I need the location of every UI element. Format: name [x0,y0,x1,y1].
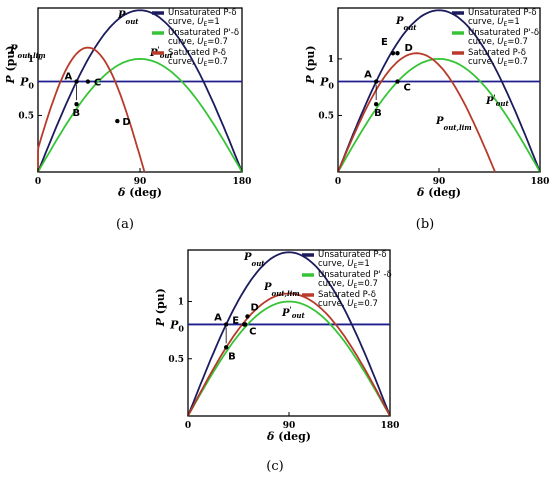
y-tick-label: 1 [178,298,184,308]
chart-panel-1: 0 90 180 0.5 1 P0P (pu) δ (deg) A B C D E Pout P'out P… [304,7,550,232]
legend-line2: curve, UE=1 [468,17,520,28]
panel-caption: (a) [116,217,134,232]
x-tick-label: 90 [283,421,296,431]
y-axis-label: P (pu) [154,288,167,327]
point-label-A: A [65,72,73,83]
x-tick-label: 0 [335,177,341,187]
point-D [245,314,250,319]
curve-unsat07 [187,300,391,417]
curve-label: Pout [243,252,265,268]
p0-label: P0 [169,318,184,333]
legend-line2: curve, UE=0.7 [168,37,228,48]
point-D [115,118,120,124]
curve-label: Pout [117,10,139,26]
curve-label: Pout,lim [263,282,300,298]
legend-line1: Saturated P-δ [468,48,526,58]
point-E [390,51,396,56]
legend-line2: curve, UE=0.7 [468,37,528,48]
curve-unsat07 [37,57,243,173]
x-axis-label: δ (deg) [266,430,311,443]
legend-line2: curve, UE=0.7 [318,279,378,290]
p0-label: P0 [319,76,334,91]
point-label-E: E [381,37,388,48]
point-B [373,101,379,107]
legend-line2: curve, UE=0.7 [168,57,228,68]
legend-line2: curve, UE=0.7 [468,57,528,68]
point-label-A: A [214,312,222,323]
legend-line1: Saturated P-δ [168,48,226,58]
curve-unsat1 [37,9,243,173]
legend-line1: Unsaturated P'-δ [168,28,239,38]
x-axis-label: δ (deg) [416,186,461,199]
curve-sat07 [337,52,496,173]
x-tick-label: 0 [35,177,41,187]
point-label-A: A [364,70,372,81]
point-D [395,51,400,56]
y-tick-label: 0.5 [318,111,334,121]
x-tick-label: 180 [381,421,400,431]
y-tick-label: 0.5 [18,111,34,121]
point-A [373,79,379,84]
point-label-C: C [94,78,101,89]
legend-line1: Unsaturated P'-δ [468,28,539,38]
legend-line2: curve, UE=1 [318,259,370,270]
legend-line2: curve, UE=0.7 [318,299,378,310]
legend-line1: Unsaturated P-δ [168,8,237,18]
curve-sat07 [37,46,146,173]
panel-caption: (b) [416,217,434,232]
point-C [85,79,91,84]
y-axis-label: P (pu) [4,45,17,84]
point-label-B: B [228,351,236,362]
curve-label: Pout,lim [435,116,472,132]
curve-unsat07 [337,57,541,173]
point-B [223,345,229,350]
curve-label: Pout,lim [9,44,46,60]
curve-label: P'out [485,93,509,108]
x-tick-label: 90 [433,177,446,187]
legend-line1: Unsaturated P-δ [318,250,387,260]
curve-label: P'out [281,305,305,320]
legend-line2: curve, UE=1 [168,17,220,28]
point-label-B: B [374,108,382,119]
point-label-D: D [122,117,130,128]
point-A [223,322,229,327]
y-axis-label: P (pu) [304,45,317,84]
point-label-D: D [404,43,412,54]
p0-label: P0 [19,76,34,91]
x-tick-label: 90 [134,177,147,187]
panel-caption: (c) [266,459,283,474]
x-tick-label: 180 [531,177,550,187]
point-label-B: B [73,108,81,119]
point-B [74,101,79,107]
legend-line1: Unsaturated P-δ [468,8,537,18]
point-E [243,322,248,327]
curve-sat07 [187,292,391,417]
y-tick-label: 1 [28,55,34,65]
point-label-C: C [249,326,256,337]
y-tick-label: 0.5 [168,355,184,365]
point-A [74,79,79,84]
y-tick-label: 1 [328,55,334,65]
x-tick-label: 180 [233,177,252,187]
point-label-C: C [403,83,410,94]
curve-label: Pout [395,16,417,32]
point-label-D: D [250,302,258,313]
legend-line1: Saturated P-δ [318,290,376,300]
chart-panel-2: 0 90 180 0.5 1 P0P (pu) δ (deg) A B C DE Pout Pout,l… [154,249,400,474]
curve-unsat1 [337,9,541,173]
legend-line1: Unsaturated P' -δ [318,270,392,280]
x-tick-label: 0 [185,421,191,431]
point-C [395,79,400,84]
x-axis-label: δ (deg) [117,186,162,199]
curve-unsat1 [187,251,391,417]
point-label-E: E [232,315,239,326]
